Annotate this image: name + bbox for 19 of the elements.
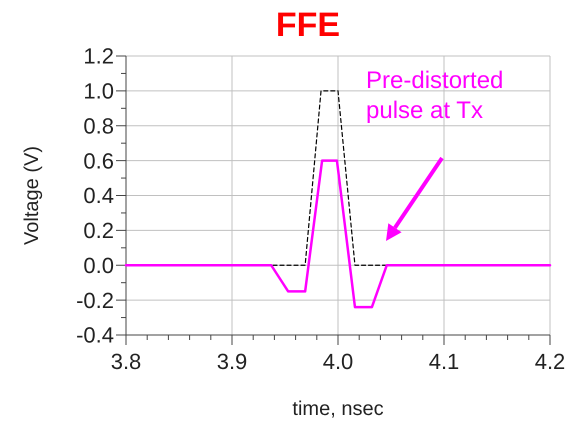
x-tick-label: 4.0	[322, 349, 354, 374]
x-tick-label: 3.9	[216, 349, 248, 374]
y-tick-label: 0.2	[83, 218, 114, 244]
x-tick-label: 3.8	[110, 349, 142, 374]
y-tick-label: 0.0	[83, 252, 114, 278]
y-tick-label: -0.2	[76, 288, 114, 313]
line-series	[124, 159, 552, 308]
x-axis-title: time, nsec	[292, 398, 384, 420]
x-tick-label: 4.2	[534, 349, 566, 374]
x-tick-label: 4.1	[428, 349, 460, 374]
y-tick-label: -0.4	[76, 322, 114, 348]
chart-title: FFE	[276, 6, 340, 44]
y-tick-label: 1.0	[83, 78, 114, 104]
y-tick-label: 1.2	[83, 44, 114, 69]
annotation: Pre-distorted pulse at Tx	[366, 67, 504, 124]
y-tick-label: 0.8	[83, 113, 114, 138]
y-tick-label: 0.6	[83, 148, 114, 174]
y-axis-title: Voltage (V)	[21, 146, 43, 245]
y-tick-label: 0.4	[83, 183, 114, 208]
